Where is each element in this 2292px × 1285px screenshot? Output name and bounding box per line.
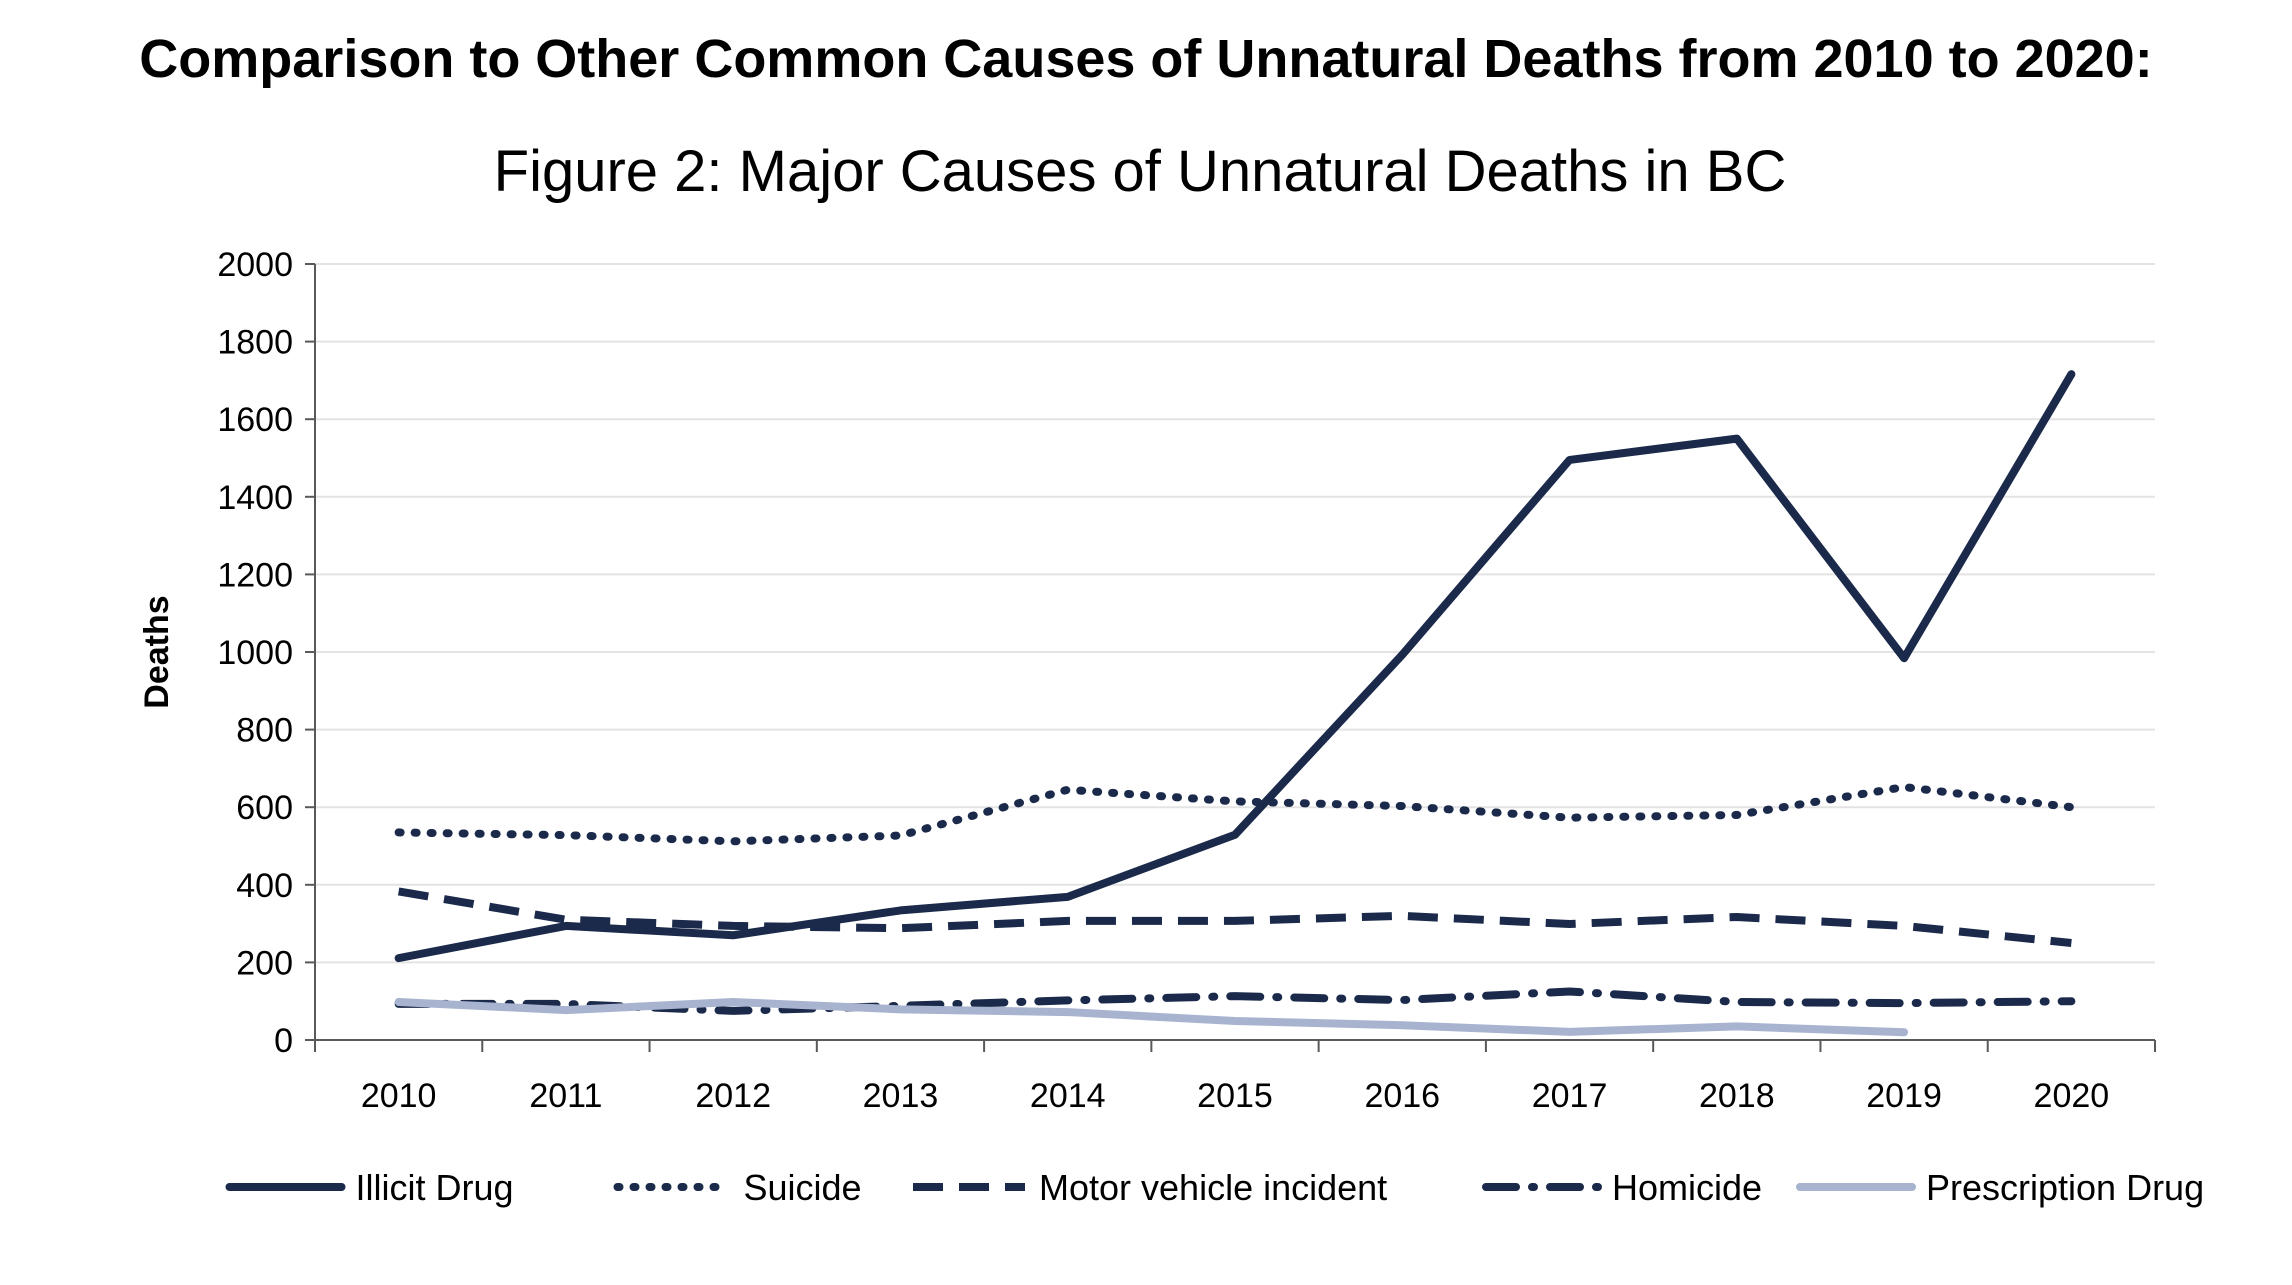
gridlines: [315, 263, 2155, 964]
chart-title: Figure 2: Major Causes of Unnatural Deat…: [493, 139, 1787, 204]
x-tick-label: 2010: [361, 1077, 437, 1115]
x-tick-label: 2015: [1197, 1077, 1273, 1115]
series-line-motor-vehicle-incident: [397, 887, 2072, 947]
legend: Illicit Drug Suicide Motor vehicle inciden…: [225, 1167, 2204, 1208]
page-heading: Comparison to Other Common Causes of Unn…: [139, 29, 2153, 89]
y-tick-label: 1600: [217, 401, 293, 439]
y-tick-label: 1000: [217, 634, 293, 672]
x-tick-label: 2019: [1866, 1077, 1942, 1115]
x-tick-label: 2017: [1532, 1077, 1608, 1115]
legend-label-motor-vehicle-incident: Motor vehicle incident: [1039, 1167, 1387, 1208]
y-tick-label: 2000: [217, 246, 293, 284]
y-tick-label: 1800: [217, 324, 293, 362]
legend-label-prescription-drug: Prescription Drug: [1926, 1167, 2204, 1208]
y-tick-label: 0: [274, 1022, 293, 1060]
legend-label-suicide: Suicide: [744, 1167, 862, 1208]
x-tick-label: 2018: [1699, 1077, 1775, 1115]
x-tick-label: 2016: [1364, 1077, 1440, 1115]
y-tick-label: 200: [236, 944, 293, 982]
legend-label-illicit-drug: Illicit Drug: [356, 1167, 514, 1208]
x-tick-label: 2013: [863, 1077, 939, 1115]
y-tick-label: 1400: [217, 479, 293, 517]
axes: 0 200 400 600 800 1000 1200 1400 1600 1800 2000 201…: [138, 246, 2156, 1115]
y-axis-label: Deaths: [138, 595, 176, 708]
y-tick-label: 400: [236, 867, 293, 905]
y-tick-label: 1200: [217, 556, 293, 594]
x-tick-label: 2014: [1030, 1077, 1106, 1115]
legend-label-homicide: Homicide: [1612, 1167, 1762, 1208]
series-line-prescription-drug: [394, 997, 1909, 1037]
series-line-illicit-drug: [394, 370, 2076, 963]
y-tick-label: 800: [236, 712, 293, 750]
x-tick-label: 2012: [695, 1077, 771, 1115]
x-tick-label: 2011: [529, 1077, 602, 1115]
y-tick-label: 600: [236, 789, 293, 827]
x-tick-label: 2020: [2034, 1077, 2110, 1115]
series-lines: [394, 370, 2076, 1037]
